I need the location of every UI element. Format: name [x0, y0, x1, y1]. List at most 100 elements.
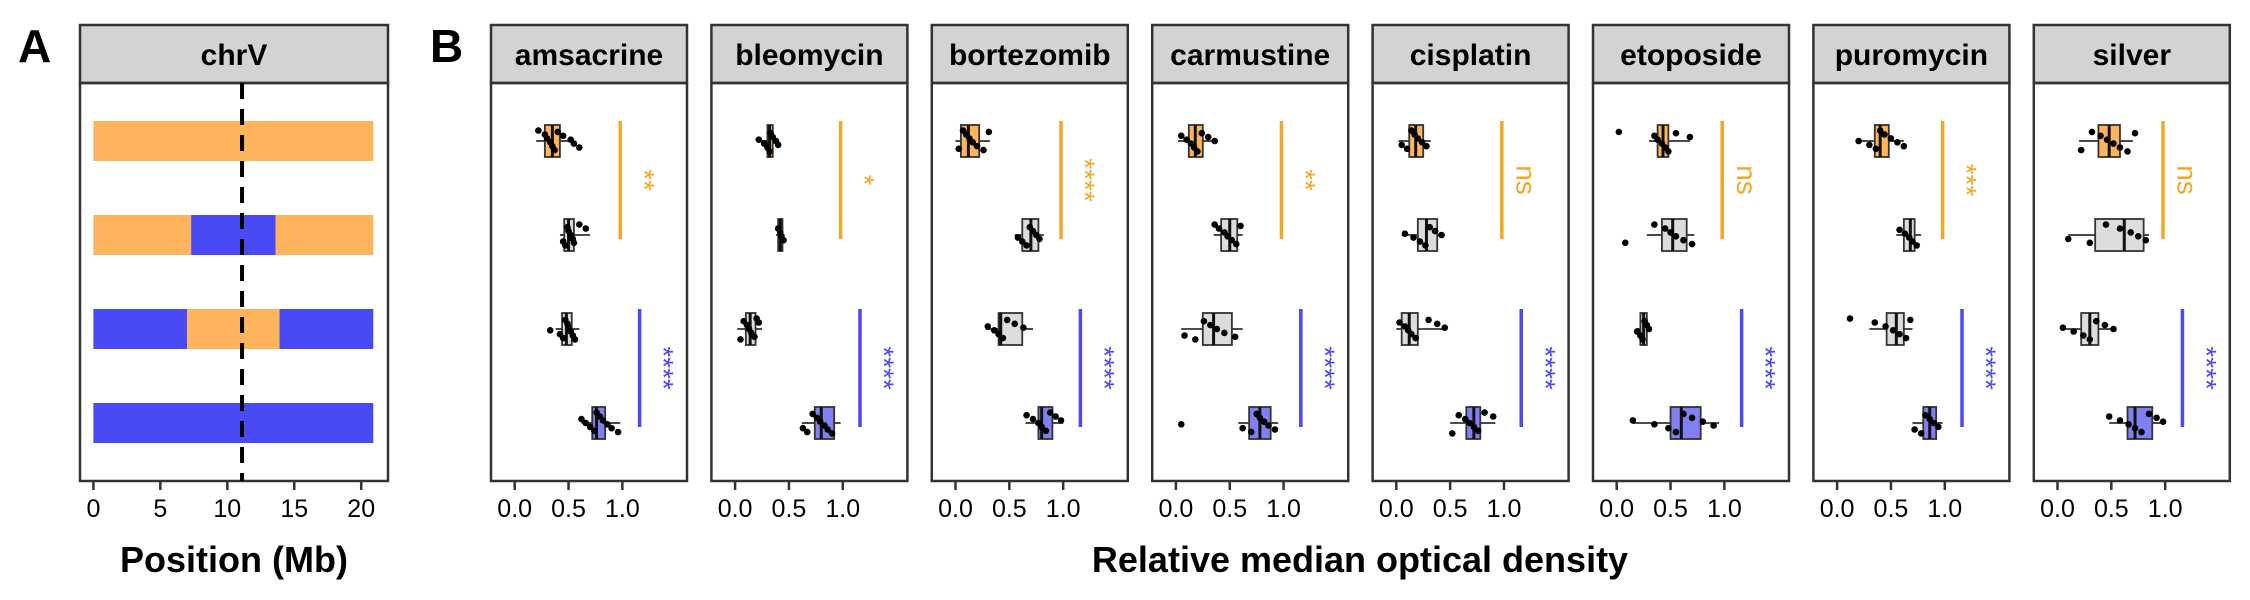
facet-strip-label: silver	[2093, 39, 2172, 72]
data-point	[1615, 128, 1623, 136]
x-tick-label: 1.0	[1046, 495, 1081, 523]
data-point	[828, 430, 836, 437]
data-point	[1433, 320, 1441, 328]
data-point	[1200, 317, 1208, 325]
data-point	[2086, 336, 2094, 343]
facet-frame	[930, 81, 1130, 483]
data-point	[1183, 136, 1190, 143]
chromosome-segment-3-1	[93, 309, 188, 349]
data-point	[1930, 419, 1938, 427]
data-point	[571, 336, 579, 343]
data-point	[1020, 324, 1027, 332]
significance-label: **	[1290, 169, 1321, 191]
significance-label: ****	[648, 346, 679, 390]
data-point	[1922, 411, 1929, 419]
box-cisplatin-1	[1398, 124, 1431, 158]
data-point	[2159, 418, 2167, 426]
data-point	[1913, 242, 1921, 249]
data-point	[586, 423, 594, 431]
data-point	[2064, 235, 2072, 243]
box-bleomycin-4	[799, 406, 841, 440]
data-point	[2153, 414, 2160, 422]
data-point	[999, 334, 1007, 342]
data-point	[1036, 235, 1043, 243]
data-point	[1038, 423, 1045, 431]
data-point	[1423, 142, 1430, 150]
data-point	[1901, 230, 1909, 237]
box-bortezomib-1	[955, 124, 993, 158]
x-tick-label: 0.0	[718, 495, 753, 523]
data-point	[614, 428, 622, 436]
data-point	[1181, 332, 1188, 339]
facet-strip-label: bleomycin	[735, 39, 883, 72]
data-point	[1871, 319, 1879, 326]
facet-frame	[489, 81, 689, 483]
data-point	[1896, 226, 1903, 234]
data-point	[1909, 238, 1916, 245]
data-point	[1046, 409, 1054, 416]
data-point	[751, 333, 758, 341]
x-tick-label: 0.5	[772, 495, 807, 523]
data-point	[1882, 323, 1889, 330]
box-amsacrine-2	[559, 218, 591, 252]
x-tick-label: 1.0	[1266, 495, 1301, 523]
data-point	[1481, 409, 1488, 416]
data-point	[1425, 316, 1432, 324]
data-point	[1194, 148, 1201, 155]
box-bleomycin-3	[737, 312, 763, 346]
significance-label: ****	[1309, 346, 1340, 390]
x-tick-label: 0.0	[938, 495, 973, 523]
data-point	[2102, 221, 2110, 228]
data-point	[1177, 132, 1185, 140]
data-point	[608, 424, 615, 432]
data-point	[755, 136, 763, 143]
data-point	[1003, 316, 1011, 324]
data-point	[1247, 428, 1255, 436]
data-point	[1011, 320, 1019, 328]
significance-label: ns	[1510, 165, 1541, 195]
box-bortezomib-4	[1023, 406, 1065, 440]
chromosome-segment-2-3	[275, 215, 374, 255]
facet-strip-label: puromycin	[1835, 39, 1988, 72]
data-point	[1438, 231, 1445, 239]
data-point	[2116, 417, 2124, 424]
data-point	[1629, 417, 1637, 424]
data-point	[1213, 325, 1221, 333]
significance-label: ***	[1951, 164, 1982, 197]
data-point	[576, 221, 583, 228]
data-point	[1448, 430, 1456, 437]
facet-cisplatin: cisplatin 0.0 0.5 1.0 ns ****	[1371, 23, 1570, 523]
panel-a-x-axis-title: Position (Mb)	[120, 539, 348, 580]
data-point	[737, 336, 744, 343]
data-point	[1401, 230, 1409, 237]
data-point	[985, 128, 993, 136]
data-point	[990, 327, 998, 334]
data-point	[969, 139, 977, 146]
data-point	[591, 427, 598, 435]
data-point	[1710, 422, 1717, 429]
data-point	[570, 140, 578, 147]
panel-a-tick-label: 5	[153, 495, 167, 523]
facet-strip	[1371, 23, 1570, 85]
significance-label: *	[849, 175, 880, 186]
x-tick-label: 0.0	[497, 495, 532, 523]
panel-a-strip	[78, 23, 390, 85]
data-point	[1422, 242, 1429, 249]
box-bleomycin-1	[755, 124, 782, 158]
data-point	[799, 424, 807, 432]
data-point	[559, 132, 567, 140]
box-carmustine-1	[1177, 124, 1218, 158]
data-point	[2110, 140, 2117, 147]
data-point	[824, 426, 832, 433]
data-point	[984, 323, 992, 330]
facet-frame	[2032, 81, 2232, 483]
chromosome-segment-2-2	[191, 215, 276, 255]
facet-strip-label: etoposide	[1620, 39, 1762, 72]
facet-frame	[1371, 81, 1570, 483]
data-point	[1224, 233, 1231, 240]
data-point	[1846, 315, 1854, 322]
box-carmustine-4	[1177, 406, 1279, 440]
